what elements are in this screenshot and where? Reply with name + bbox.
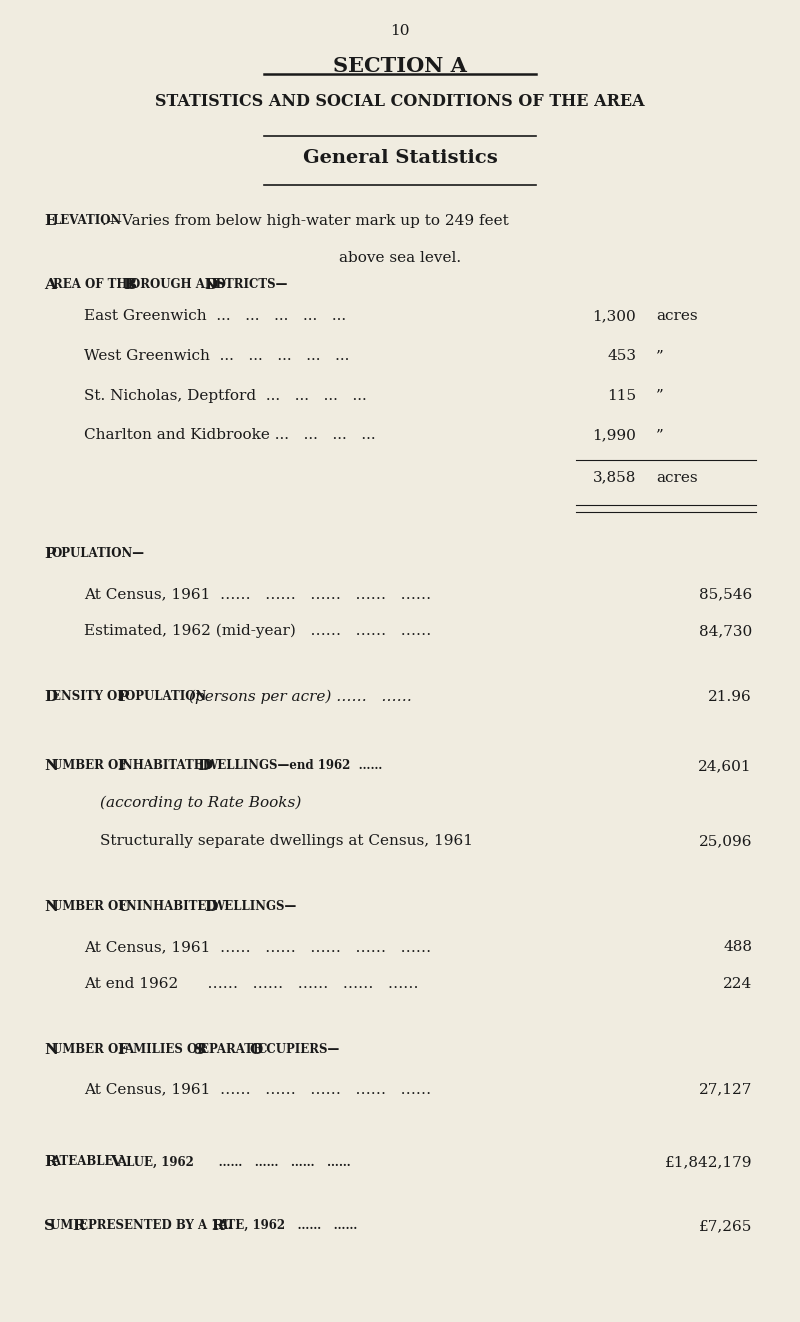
Text: E: E [44, 214, 56, 229]
Text: D: D [204, 278, 218, 292]
Text: S: S [194, 1043, 205, 1058]
Text: 453: 453 [607, 349, 636, 364]
Text: OROUGH AND: OROUGH AND [130, 278, 230, 291]
Text: SECTION A: SECTION A [333, 56, 467, 75]
Text: UMBER OF: UMBER OF [52, 759, 130, 772]
Text: NINHABITED: NINHABITED [126, 900, 220, 914]
Text: (according to Rate Books): (according to Rate Books) [100, 796, 302, 810]
Text: ISTRICTS—: ISTRICTS— [211, 278, 287, 291]
Text: P: P [44, 547, 55, 562]
Text: OPULATION—: OPULATION— [51, 547, 144, 561]
Text: STATISTICS AND SOCIAL CONDITIONS OF THE AREA: STATISTICS AND SOCIAL CONDITIONS OF THE … [155, 93, 645, 110]
Text: ATEABLE: ATEABLE [51, 1155, 118, 1169]
Text: ”: ” [656, 389, 664, 403]
Text: General Statistics: General Statistics [302, 149, 498, 168]
Text: 488: 488 [723, 940, 752, 954]
Text: .—Varies from below high-water mark up to 249 feet: .—Varies from below high-water mark up t… [102, 214, 508, 229]
Text: ATE, 1962   ……   ……: ATE, 1962 …… …… [218, 1219, 358, 1232]
Text: 1,990: 1,990 [592, 428, 636, 443]
Text: 84,730: 84,730 [698, 624, 752, 639]
Text: Charlton and Kidbrooke ...   ...   ...   ...: Charlton and Kidbrooke ... ... ... ... [84, 428, 376, 443]
Text: At end 1962      ……   ……   ……   ……   ……: At end 1962 …… …… …… …… …… [84, 977, 418, 992]
Text: AMILIES OR: AMILIES OR [124, 1043, 211, 1056]
Text: WELLINGS—: WELLINGS— [211, 900, 297, 914]
Text: CCUPIERS—: CCUPIERS— [258, 1043, 340, 1056]
Text: ENSITY OF: ENSITY OF [52, 690, 130, 703]
Text: East Greenwich  ...   ...   ...   ...   ...: East Greenwich ... ... ... ... ... [84, 309, 346, 324]
Text: At Census, 1961  ……   ……   ……   ……   ……: At Census, 1961 …… …… …… …… …… [84, 940, 431, 954]
Text: N: N [44, 759, 58, 773]
Text: £7,265: £7,265 [698, 1219, 752, 1233]
Text: At Census, 1961  ……   ……   ……   ……   ……: At Census, 1961 …… …… …… …… …… [84, 1083, 431, 1097]
Text: ALUE, 1962      ……   ……   ……   ……: ALUE, 1962 …… …… …… …… [117, 1155, 350, 1169]
Text: EPRESENTED BY A 1d.: EPRESENTED BY A 1d. [79, 1219, 236, 1232]
Text: £1,842,179: £1,842,179 [665, 1155, 752, 1170]
Text: UM: UM [50, 1219, 78, 1232]
Text: 85,546: 85,546 [698, 587, 752, 602]
Text: N: N [44, 900, 58, 915]
Text: Structurally separate dwellings at Census, 1961: Structurally separate dwellings at Censu… [100, 834, 473, 849]
Text: REA OF THE: REA OF THE [53, 278, 141, 291]
Text: D: D [197, 759, 210, 773]
Text: A: A [44, 278, 56, 292]
Text: LEVATION: LEVATION [53, 214, 122, 227]
Text: ”: ” [656, 428, 664, 443]
Text: above sea level.: above sea level. [339, 251, 461, 266]
Text: acres: acres [656, 471, 698, 485]
Text: ”: ” [656, 349, 664, 364]
Text: 115: 115 [607, 389, 636, 403]
Text: V: V [110, 1155, 122, 1170]
Text: 21.96: 21.96 [708, 690, 752, 705]
Text: R: R [72, 1219, 85, 1233]
Text: S: S [44, 1219, 55, 1233]
Text: I: I [118, 759, 125, 773]
Text: D: D [204, 900, 218, 915]
Text: St. Nicholas, Deptford  ...   ...   ...   ...: St. Nicholas, Deptford ... ... ... ... [84, 389, 366, 403]
Text: NHABITATED: NHABITATED [122, 759, 218, 772]
Text: UMBER OF: UMBER OF [52, 1043, 130, 1056]
Text: D: D [44, 690, 58, 705]
Text: B: B [123, 278, 136, 292]
Text: 224: 224 [722, 977, 752, 992]
Text: N: N [44, 1043, 58, 1058]
Text: WELLINGS—end 1962  ……: WELLINGS—end 1962 …… [204, 759, 382, 772]
Text: 3,858: 3,858 [593, 471, 636, 485]
Text: U: U [118, 900, 131, 915]
Text: 25,096: 25,096 [698, 834, 752, 849]
Text: UMBER OF: UMBER OF [52, 900, 130, 914]
Text: R: R [211, 1219, 224, 1233]
Text: 24,601: 24,601 [698, 759, 752, 773]
Text: 1,300: 1,300 [592, 309, 636, 324]
Text: OPULATION: OPULATION [125, 690, 210, 703]
Text: F: F [118, 1043, 129, 1058]
Text: O: O [250, 1043, 263, 1058]
Text: At Census, 1961  ……   ……   ……   ……   ……: At Census, 1961 …… …… …… …… …… [84, 587, 431, 602]
Text: Estimated, 1962 (mid-year)   ……   ……   ……: Estimated, 1962 (mid-year) …… …… …… [84, 624, 431, 639]
Text: West Greenwich  ...   ...   ...   ...   ...: West Greenwich ... ... ... ... ... [84, 349, 350, 364]
Text: acres: acres [656, 309, 698, 324]
Text: (persons per acre) ……   ……: (persons per acre) …… …… [189, 690, 412, 705]
Text: 10: 10 [390, 24, 410, 38]
Text: EPARATE: EPARATE [200, 1043, 266, 1056]
Text: P: P [118, 690, 129, 705]
Text: R: R [44, 1155, 57, 1170]
Text: 27,127: 27,127 [698, 1083, 752, 1097]
